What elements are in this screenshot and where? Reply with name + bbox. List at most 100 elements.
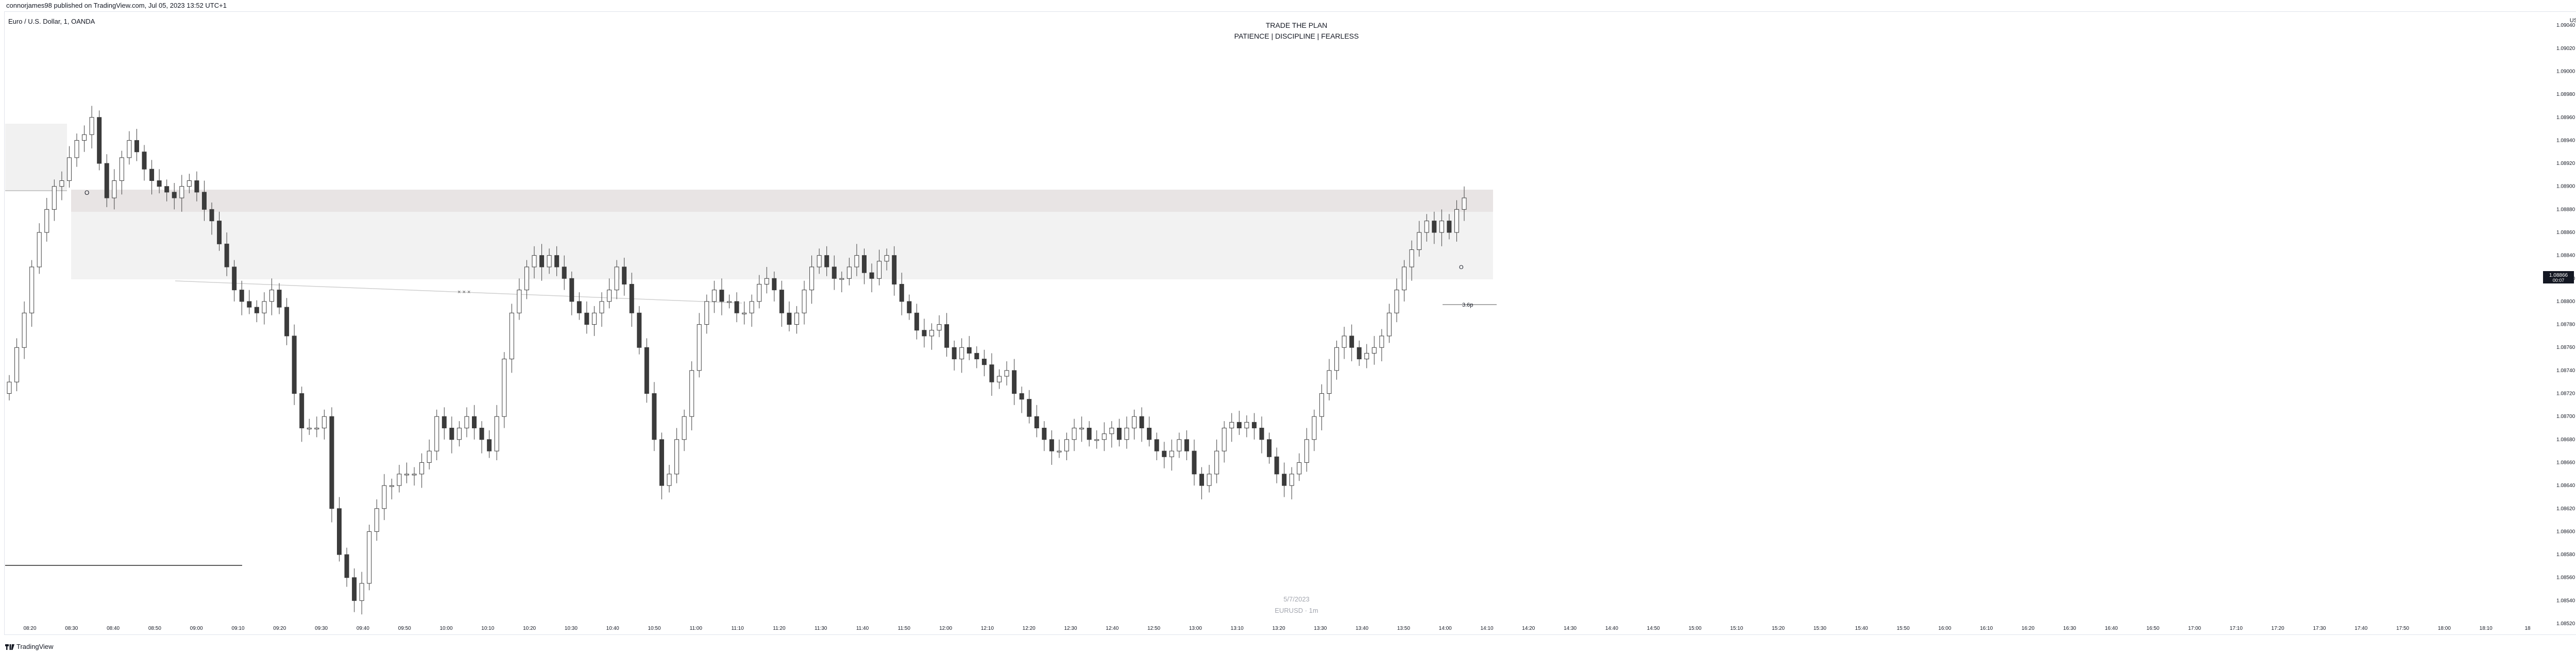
candle-body (1184, 439, 1189, 451)
candle-body (1034, 416, 1039, 428)
price-tick-label: 1.08580 (2556, 552, 2575, 558)
watermark-pair: EURUSD · 1m (1275, 607, 1318, 614)
candle-body (1409, 249, 1414, 267)
candle-body (367, 531, 372, 584)
time-tick-label: 15:30 (1814, 626, 1826, 631)
candle-body (719, 290, 724, 302)
time-tick-label: 17:40 (2354, 626, 2367, 631)
candle-body (262, 301, 267, 313)
candle-body (1214, 450, 1219, 475)
price-axis[interactable]: 1.09040 1.09020 1.09000 1.08980 1.08960 1.089… (2556, 23, 2575, 627)
candle-body (1162, 450, 1167, 457)
candle-body (1447, 221, 1452, 233)
time-tick-label: 17:30 (2313, 626, 2326, 631)
time-tick-label: 10:30 (565, 626, 578, 631)
candle-body (509, 312, 514, 360)
candle-body (817, 255, 822, 267)
candle-body (1417, 232, 1422, 250)
time-tick-label: 14:00 (1439, 626, 1452, 631)
candle-body (1349, 336, 1354, 348)
candle-body (742, 312, 747, 314)
candle-body (7, 381, 12, 394)
time-tick-label: 13:00 (1189, 626, 1202, 631)
candle-body (734, 301, 739, 313)
candle-body (922, 330, 927, 337)
candle-body (359, 583, 364, 601)
time-tick-label: 17:10 (2230, 626, 2243, 631)
candle-body (404, 474, 410, 476)
time-tick-label: 12:30 (1064, 626, 1077, 631)
price-tick-label: 1.08900 (2556, 184, 2575, 190)
time-tick-label: 11:50 (898, 626, 911, 631)
candle-body (1169, 450, 1174, 457)
candle-body (877, 261, 882, 279)
currency-label: USD (2569, 18, 2576, 24)
candle-body (652, 393, 657, 440)
price-tick-label: 1.08780 (2556, 322, 2575, 328)
last-price-value: 1.08866 (2549, 273, 2568, 278)
candle-body (336, 508, 342, 555)
time-axis[interactable]: 08:20 08:30 08:40 08:50 09:00 09:10 09:20 09:30… (23, 626, 2531, 631)
time-tick-label: 09:40 (357, 626, 369, 631)
candle-body (659, 439, 664, 486)
candle-body (607, 290, 612, 302)
candle-body (37, 232, 42, 267)
time-tick-label: 16:20 (2022, 626, 2035, 631)
time-tick-label: 13:30 (1314, 626, 1327, 631)
candles-group (7, 106, 1467, 615)
candle-body (344, 554, 349, 578)
price-tick-label: 1.08680 (2556, 437, 2575, 443)
candle-body (1432, 221, 1437, 233)
candle-body (1379, 336, 1384, 348)
candle-body (711, 290, 717, 302)
candle-body (472, 416, 477, 428)
candle-body (1402, 266, 1407, 291)
time-tick-label: 18:00 (2438, 626, 2451, 631)
candle-body (1177, 439, 1182, 451)
candle-body (562, 266, 567, 279)
candle-body (1147, 427, 1152, 440)
price-tick-label: 1.08660 (2556, 460, 2575, 465)
price-tick-label: 1.08720 (2556, 391, 2575, 397)
candle-body (157, 180, 162, 187)
footer-brand[interactable]: TradingView (5, 643, 54, 650)
time-tick-label: 10:40 (606, 626, 619, 631)
time-tick-label: 14:30 (1564, 626, 1577, 631)
symbol-title[interactable]: Euro / U.S. Dollar, 1, OANDA (8, 18, 95, 25)
candle-body (1236, 422, 1242, 428)
left-grey-box (5, 124, 67, 191)
time-tick-label: 10:50 (648, 626, 660, 631)
candle-body (232, 266, 237, 291)
zone-marker-right: O (1459, 264, 1464, 271)
price-tick-label: 1.09020 (2556, 46, 2575, 52)
candle-body (494, 416, 499, 451)
price-tick-label: 1.08800 (2556, 299, 2575, 305)
candle-body (577, 301, 582, 313)
supply-zone-upper (71, 190, 1493, 212)
candle-body (1116, 427, 1122, 440)
candle-body (14, 347, 20, 382)
candle-body (644, 347, 649, 394)
candle-body (89, 117, 94, 135)
published-caption: connorjames98 published on TradingView.c… (6, 2, 227, 9)
candle-body (1364, 353, 1369, 360)
time-tick-label: 11:00 (690, 626, 703, 631)
candle-body (899, 283, 904, 302)
time-tick-label: 11:20 (773, 626, 786, 631)
candle-body (1371, 347, 1377, 354)
footer-brand-label: TradingView (16, 643, 54, 650)
candle-body (284, 307, 290, 337)
candle-body (779, 290, 784, 313)
candle-body (1004, 370, 1009, 377)
candle-body (127, 140, 132, 158)
candle-body (1394, 290, 1399, 313)
candle-body (599, 301, 604, 313)
candle-body (787, 312, 792, 325)
candle-body (1199, 474, 1205, 486)
candle-body (757, 283, 762, 302)
candle-body (1342, 336, 1347, 348)
candle-body (1244, 422, 1249, 428)
candle-body (269, 290, 274, 302)
candle-body (112, 180, 117, 198)
